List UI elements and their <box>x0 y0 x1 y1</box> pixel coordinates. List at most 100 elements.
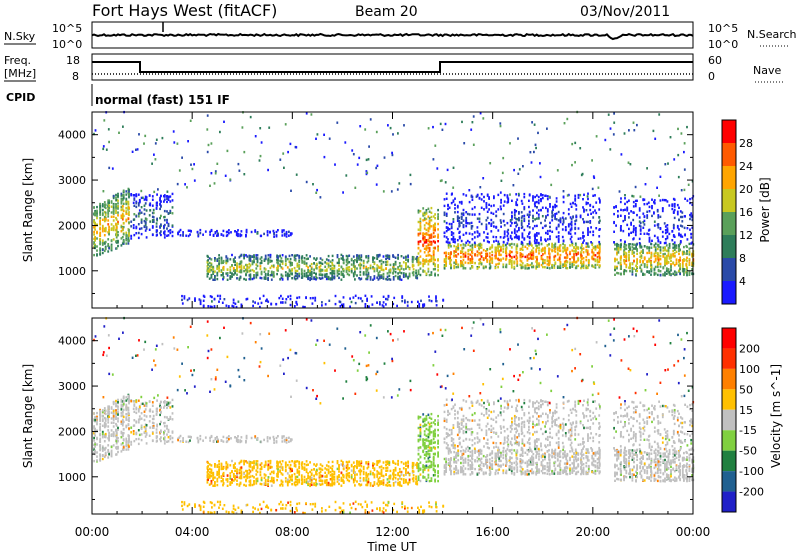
data-cell <box>259 262 262 265</box>
data-cell <box>582 231 584 234</box>
data-cell <box>657 226 660 229</box>
data-cell <box>151 426 154 429</box>
data-cell <box>650 273 652 276</box>
data-cell <box>419 273 422 277</box>
data-cell <box>394 263 397 266</box>
data-cell <box>135 215 138 218</box>
data-cell <box>434 258 436 262</box>
data-cell <box>681 220 684 223</box>
data-cell <box>428 227 431 230</box>
data-cell <box>156 407 158 410</box>
data-cell <box>345 270 348 273</box>
data-cell <box>659 274 662 277</box>
data-cell <box>566 253 569 257</box>
data-cell <box>120 205 123 209</box>
data-cell <box>356 267 358 270</box>
data-cell <box>428 295 430 298</box>
data-cell <box>280 257 283 260</box>
data-cell <box>167 418 170 421</box>
data-cell <box>520 266 523 269</box>
data-cell <box>117 417 119 420</box>
data-cell <box>469 244 472 248</box>
data-cell <box>107 128 110 131</box>
data-cell <box>659 215 662 218</box>
data-cell <box>277 269 279 272</box>
data-cell <box>474 253 476 256</box>
data-cell <box>659 249 662 252</box>
data-cell <box>464 267 467 270</box>
nave-tick-60: 60 <box>708 54 722 67</box>
data-cell <box>199 302 202 306</box>
data-cell <box>453 252 456 255</box>
data-cell <box>615 205 617 209</box>
data-cell <box>523 217 526 220</box>
data-cell <box>360 259 363 262</box>
data-cell <box>528 205 530 209</box>
data-cell <box>155 428 158 431</box>
data-cell <box>122 197 125 200</box>
data-cell <box>186 186 188 189</box>
data-cell <box>373 275 376 278</box>
data-cell <box>396 304 398 308</box>
data-cell <box>104 217 107 221</box>
data-cell <box>122 221 125 225</box>
data-cell <box>472 143 475 146</box>
data-cell <box>103 201 106 204</box>
data-cell <box>648 236 651 240</box>
data-cell <box>166 218 168 222</box>
data-cell <box>490 218 493 222</box>
data-cell <box>465 216 468 220</box>
data-cell <box>432 231 435 235</box>
data-cell <box>319 277 322 280</box>
data-cell <box>517 192 520 196</box>
data-cell <box>594 194 596 197</box>
data-cell <box>181 302 184 305</box>
data-cell <box>417 257 420 260</box>
data-cell <box>371 303 374 306</box>
data-cell <box>634 231 637 234</box>
data-cell <box>509 224 512 227</box>
data-cell <box>121 424 124 427</box>
data-cell <box>596 255 599 259</box>
data-cell <box>460 239 463 243</box>
nave-label: Nave <box>753 64 781 77</box>
data-cell <box>582 262 585 265</box>
data-cell <box>691 218 694 222</box>
data-cell <box>252 300 254 303</box>
data-cell <box>239 233 242 236</box>
data-cell <box>511 221 513 225</box>
data-cell <box>646 270 649 274</box>
data-cell <box>594 248 597 251</box>
data-cell <box>236 262 238 265</box>
data-cell <box>145 198 148 202</box>
data-cell <box>267 168 269 172</box>
data-cell <box>569 244 571 247</box>
data-cell <box>613 212 615 216</box>
data-cell <box>467 252 470 255</box>
data-cell <box>513 231 516 235</box>
data-cell <box>468 222 471 225</box>
data-cell <box>350 257 353 261</box>
data-cell <box>461 246 464 250</box>
data-cell <box>138 418 141 421</box>
data-cell <box>495 255 497 258</box>
data-cell <box>338 259 340 263</box>
data-cell <box>348 268 351 272</box>
data-cell <box>507 232 510 235</box>
data-cell <box>222 265 225 269</box>
data-cell <box>104 206 107 210</box>
data-cell <box>579 237 582 240</box>
data-cell <box>562 190 565 193</box>
data-cell <box>511 237 513 241</box>
data-cell <box>104 417 107 420</box>
data-cell <box>159 232 161 235</box>
data-cell <box>135 205 138 209</box>
data-cell <box>267 259 270 262</box>
data-cell <box>528 232 530 236</box>
data-cell <box>616 248 618 251</box>
data-cell <box>160 214 162 218</box>
data-cell <box>388 274 391 277</box>
data-cell <box>392 267 395 271</box>
data-cell <box>571 163 573 167</box>
data-cell <box>342 296 345 299</box>
